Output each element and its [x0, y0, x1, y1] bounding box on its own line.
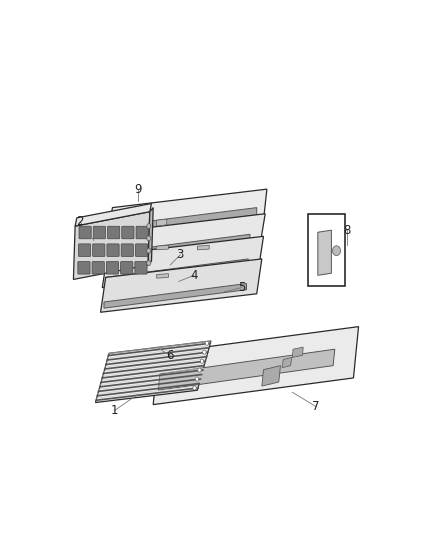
Polygon shape [158, 349, 335, 390]
Polygon shape [107, 189, 267, 238]
Text: 4: 4 [190, 269, 198, 282]
Polygon shape [156, 219, 167, 226]
Polygon shape [156, 245, 169, 250]
Circle shape [200, 359, 204, 363]
FancyBboxPatch shape [120, 262, 133, 274]
Polygon shape [282, 358, 292, 368]
Polygon shape [101, 259, 262, 312]
Polygon shape [104, 284, 247, 308]
FancyBboxPatch shape [135, 262, 147, 274]
Text: 2: 2 [77, 215, 84, 229]
FancyBboxPatch shape [93, 244, 105, 256]
Text: 3: 3 [177, 248, 184, 261]
Polygon shape [104, 214, 265, 263]
Polygon shape [111, 207, 257, 233]
Circle shape [195, 377, 199, 381]
FancyBboxPatch shape [107, 226, 120, 239]
Polygon shape [148, 207, 153, 265]
Text: 1: 1 [110, 404, 118, 417]
Circle shape [203, 350, 206, 354]
FancyBboxPatch shape [107, 244, 119, 256]
Polygon shape [74, 212, 150, 279]
Circle shape [193, 386, 196, 390]
Circle shape [198, 368, 201, 372]
Polygon shape [262, 366, 280, 386]
Polygon shape [293, 347, 303, 358]
FancyBboxPatch shape [79, 226, 91, 239]
Circle shape [332, 246, 341, 256]
Polygon shape [107, 235, 250, 259]
Polygon shape [153, 327, 359, 405]
Circle shape [147, 224, 151, 229]
Circle shape [147, 261, 151, 265]
FancyBboxPatch shape [121, 244, 134, 256]
Polygon shape [75, 204, 152, 226]
FancyBboxPatch shape [106, 262, 119, 274]
Polygon shape [106, 259, 248, 284]
Polygon shape [197, 245, 209, 250]
FancyBboxPatch shape [136, 226, 148, 239]
FancyBboxPatch shape [122, 226, 134, 239]
Polygon shape [95, 341, 211, 402]
Circle shape [147, 248, 151, 253]
Polygon shape [102, 236, 264, 288]
FancyBboxPatch shape [93, 226, 106, 239]
FancyBboxPatch shape [135, 244, 148, 256]
Text: 7: 7 [312, 400, 320, 413]
FancyBboxPatch shape [78, 244, 91, 256]
Polygon shape [156, 273, 169, 278]
FancyBboxPatch shape [92, 262, 104, 274]
Text: 8: 8 [343, 224, 350, 237]
FancyBboxPatch shape [78, 262, 90, 274]
Bar [307, 214, 345, 286]
Text: 5: 5 [238, 281, 245, 294]
Text: 6: 6 [166, 349, 174, 362]
Text: 9: 9 [134, 183, 141, 196]
Circle shape [205, 341, 208, 345]
Polygon shape [318, 230, 332, 276]
Circle shape [147, 236, 151, 241]
